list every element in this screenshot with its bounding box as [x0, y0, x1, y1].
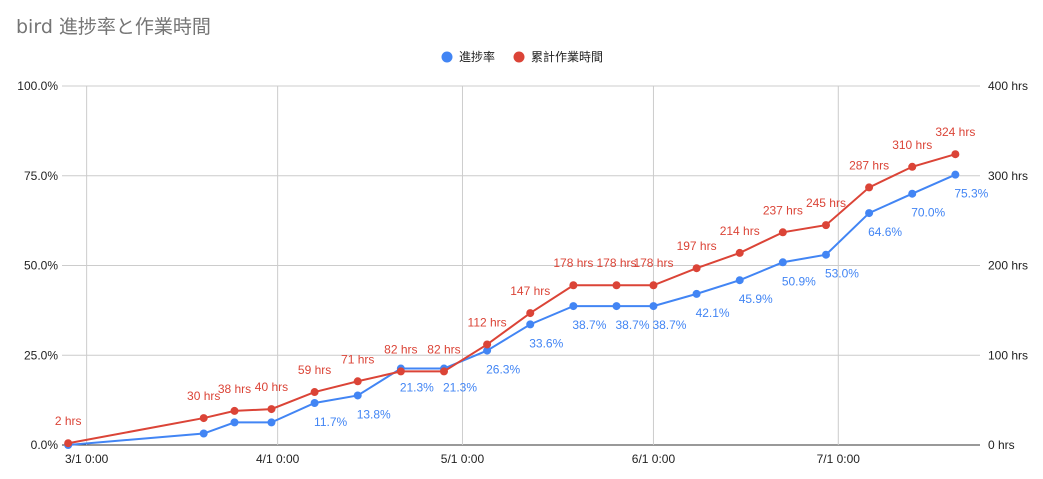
data-label: 21.3%: [443, 381, 477, 395]
data-point: [649, 281, 658, 290]
data-label: 178 hrs: [633, 256, 673, 270]
right-axis-tick-label: 200 hrs: [988, 259, 1028, 273]
data-label: 30 hrs: [187, 389, 220, 403]
data-label: 71 hrs: [341, 352, 374, 366]
data-label: 112 hrs: [468, 315, 507, 329]
data-label: 82 hrs: [427, 342, 460, 356]
data-label: 70.0%: [911, 206, 945, 220]
data-label: 2 hrs: [55, 414, 82, 428]
legend-label: 累計作業時間: [531, 49, 603, 64]
data-point: [569, 281, 578, 290]
data-point: [908, 189, 917, 198]
data-label: 45.9%: [739, 292, 773, 306]
data-label: 38 hrs: [218, 382, 251, 396]
x-axis-tick-label: 4/1 0:00: [256, 452, 300, 466]
data-label: 214 hrs: [720, 224, 760, 238]
left-axis-tick-label: 75.0%: [24, 169, 58, 183]
data-point: [735, 276, 744, 285]
data-point: [353, 391, 362, 400]
legend-swatch: [441, 51, 453, 63]
data-point: [821, 250, 830, 259]
data-point: [267, 405, 276, 414]
data-label: 53.0%: [825, 267, 859, 281]
x-axis-tick-label: 6/1 0:00: [632, 452, 676, 466]
data-label: 38.7%: [652, 318, 686, 332]
x-axis-tick-label: 3/1 0:00: [65, 452, 109, 466]
data-point: [649, 302, 658, 311]
data-point: [778, 228, 787, 237]
data-point: [230, 406, 239, 415]
data-point: [483, 340, 492, 349]
data-label: 237 hrs: [763, 203, 803, 217]
data-label: 11.7%: [314, 415, 347, 429]
data-label: 21.3%: [400, 381, 434, 395]
data-label: 147 hrs: [510, 284, 550, 298]
x-axis-tick-label: 7/1 0:00: [817, 452, 861, 466]
data-point: [865, 209, 874, 218]
data-point: [396, 367, 405, 376]
data-point: [569, 302, 578, 311]
data-label: 40 hrs: [255, 380, 288, 394]
data-label: 33.6%: [529, 336, 563, 350]
data-point: [692, 264, 701, 273]
data-point: [353, 377, 362, 386]
series-line: [67, 153, 956, 445]
right-axis-tick-label: 300 hrs: [988, 169, 1028, 183]
data-label: 42.1%: [696, 306, 730, 320]
data-label: 178 hrs: [553, 256, 593, 270]
data-label: 245 hrs: [806, 196, 846, 210]
left-axis-tick-label: 25.0%: [24, 348, 58, 362]
data-point: [64, 439, 73, 448]
data-label: 38.7%: [572, 318, 606, 332]
data-point: [612, 281, 621, 290]
data-label: 310 hrs: [892, 138, 932, 152]
right-axis-tick-label: 0 hrs: [988, 438, 1015, 452]
data-point: [612, 302, 621, 311]
right-axis-tick-label: 100 hrs: [988, 348, 1028, 362]
data-point: [908, 162, 917, 171]
data-point: [439, 367, 448, 376]
data-label: 287 hrs: [849, 158, 889, 172]
data-point: [230, 418, 239, 427]
data-label: 26.3%: [486, 363, 520, 377]
data-point: [310, 388, 319, 397]
legend-label: 進捗率: [459, 49, 495, 64]
data-point: [199, 429, 208, 438]
data-label: 178 hrs: [596, 256, 636, 270]
data-label: 64.6%: [868, 225, 902, 239]
data-label: 59 hrs: [298, 363, 331, 377]
right-axis-tick-label: 400 hrs: [988, 79, 1028, 93]
x-axis-tick-label: 5/1 0:00: [441, 452, 485, 466]
data-point: [267, 418, 276, 427]
data-point: [865, 183, 874, 192]
data-label: 75.3%: [954, 187, 988, 201]
left-axis-tick-label: 50.0%: [24, 259, 58, 273]
data-label: 13.8%: [357, 407, 391, 421]
data-point: [199, 414, 208, 423]
legend-swatch: [513, 51, 525, 63]
chart-title: bird 進捗率と作業時間: [16, 16, 211, 38]
data-point: [951, 150, 960, 159]
data-label: 82 hrs: [384, 342, 417, 356]
data-point: [951, 170, 960, 179]
series-line: [68, 173, 956, 446]
data-point: [735, 248, 744, 257]
data-point: [526, 309, 535, 318]
data-point: [778, 258, 787, 267]
left-axis-tick-label: 100.0%: [17, 79, 58, 93]
left-axis-tick-label: 0.0%: [31, 438, 59, 452]
data-point: [483, 346, 492, 355]
data-label: 38.7%: [615, 318, 649, 332]
data-point: [526, 320, 535, 329]
data-point: [821, 221, 830, 230]
data-point: [310, 398, 319, 407]
data-label: 50.9%: [782, 274, 816, 288]
data-label: 197 hrs: [677, 239, 717, 253]
data-point: [692, 289, 701, 298]
data-label: 324 hrs: [935, 125, 975, 139]
